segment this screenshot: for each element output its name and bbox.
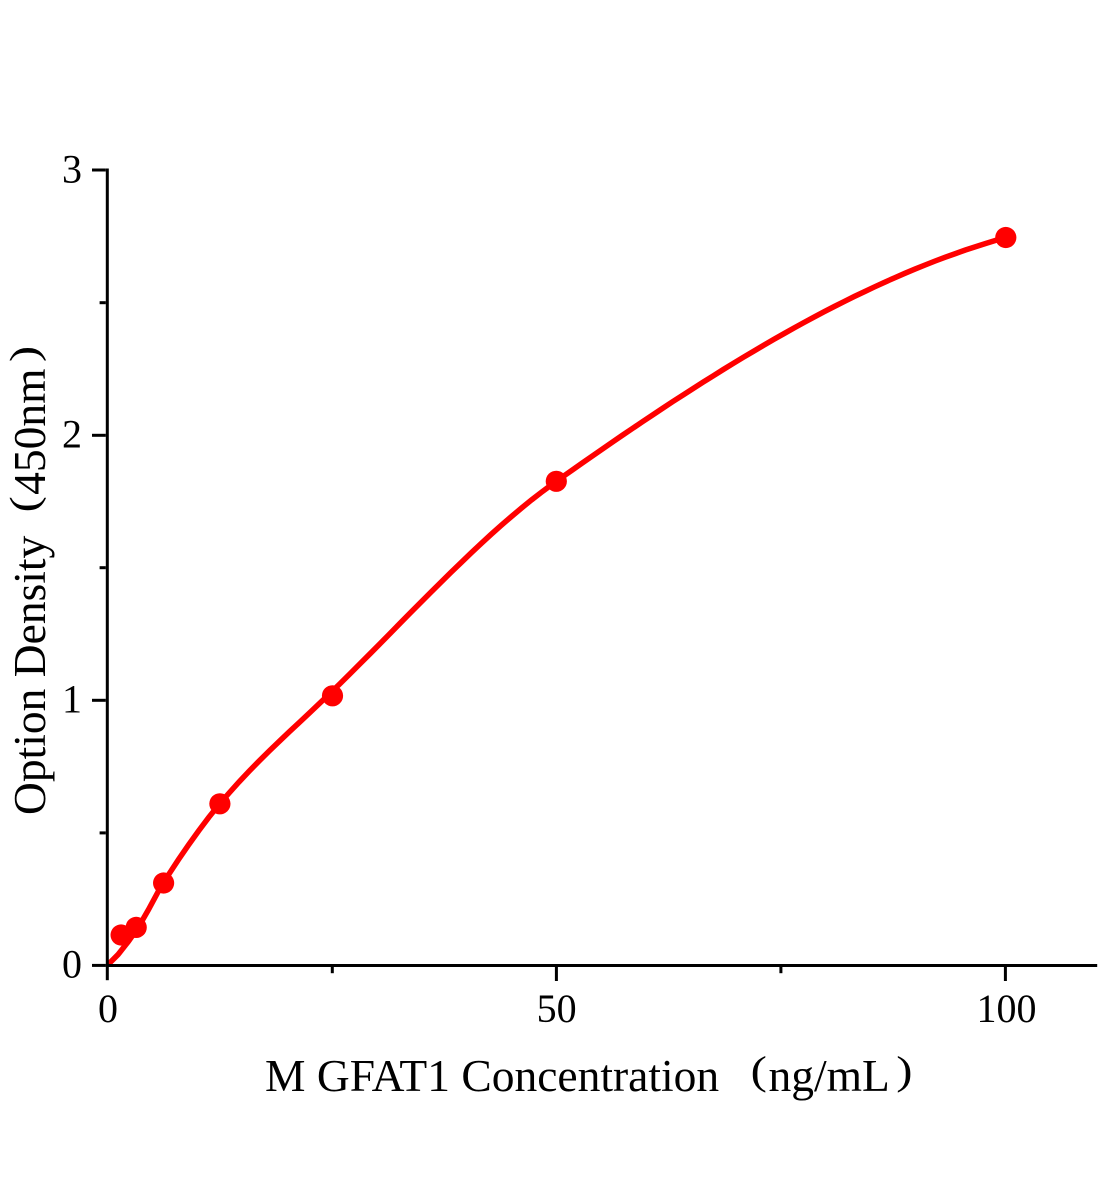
svg-text:450nm: 450nm bbox=[4, 368, 55, 494]
svg-text:2: 2 bbox=[62, 411, 82, 456]
svg-text:50: 50 bbox=[537, 986, 577, 1031]
svg-text:(: ( bbox=[751, 1048, 767, 1093]
svg-text:0: 0 bbox=[62, 942, 82, 987]
svg-text:(: ( bbox=[2, 496, 47, 512]
svg-text:): ) bbox=[2, 346, 47, 362]
svg-text:1: 1 bbox=[62, 677, 82, 722]
svg-text:3: 3 bbox=[62, 146, 82, 191]
svg-text:100: 100 bbox=[977, 986, 1037, 1031]
svg-text:Option Density: Option Density bbox=[4, 535, 55, 815]
svg-text:M GFAT1 Concentration: M GFAT1 Concentration bbox=[265, 1050, 719, 1101]
svg-text:ng/mL: ng/mL bbox=[769, 1050, 890, 1101]
svg-text:0: 0 bbox=[98, 986, 118, 1031]
svg-text:): ) bbox=[896, 1048, 912, 1093]
